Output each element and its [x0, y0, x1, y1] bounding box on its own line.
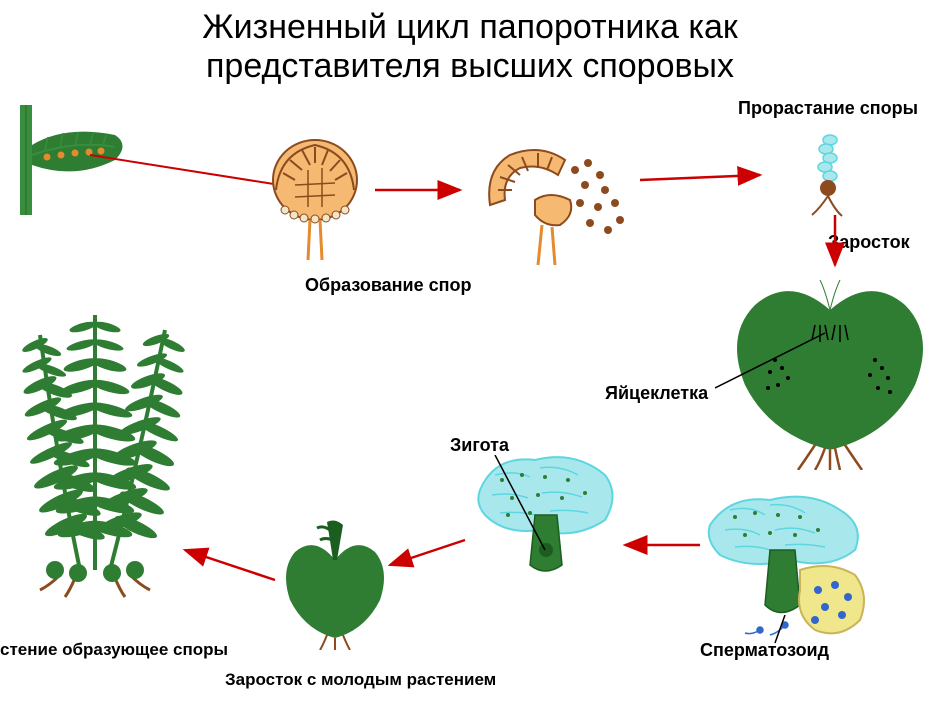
- diagram-title: Жизненный цикл папоротника как представи…: [0, 0, 940, 86]
- label-prothallus-young: Заросток с молодым растением: [225, 670, 496, 690]
- pointer-zygote: [485, 455, 555, 555]
- label-spore-plant: стение образующее споры: [0, 640, 228, 660]
- stage-spore-germination: [790, 130, 870, 225]
- arrow-sporangium-open: [375, 175, 470, 205]
- label-spore-germination: Прорастание споры: [738, 98, 918, 119]
- stage-sporangium-closed: [260, 135, 370, 270]
- label-egg-cell: Яйцеклетка: [605, 383, 708, 404]
- arrow-to-prothallus: [810, 215, 860, 275]
- stage-sporangium-open: [470, 135, 640, 280]
- arrow-to-germination: [640, 165, 770, 195]
- title-line1: Жизненный цикл папоротника как: [202, 8, 738, 46]
- title-line2: представителя высших споровых: [206, 47, 734, 85]
- stage-adult-fern: [0, 275, 230, 610]
- label-zygote: Зигота: [450, 435, 509, 456]
- pointer-egg: [715, 330, 835, 390]
- arrow-to-young: [385, 535, 470, 575]
- arrow-to-zygote: [620, 530, 705, 560]
- stage-young-sporophyte: [275, 510, 395, 655]
- pointer-sperm: [755, 615, 795, 645]
- label-spore-formation: Образование спор: [305, 275, 472, 296]
